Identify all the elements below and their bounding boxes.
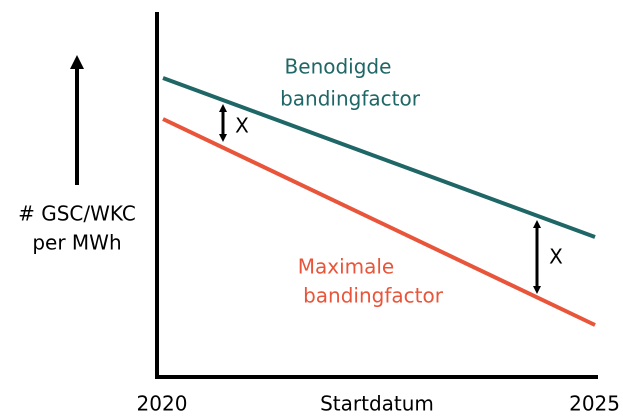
required-line (162, 76, 596, 239)
x-start: 2020 (137, 392, 188, 416)
line-label: Maximale (298, 255, 395, 279)
gap-label: X (235, 114, 249, 138)
line-label: bandingfactor (303, 284, 444, 308)
line-label: Benodigde (285, 55, 392, 79)
gap-label: X (549, 245, 563, 269)
maximum-line (162, 117, 596, 327)
y-label: per MWh (32, 231, 121, 255)
y-label: # GSC/WKC (18, 202, 136, 226)
line-label: bandingfactor (280, 87, 421, 111)
x-label: Startdatum (320, 392, 434, 416)
x-end: 2025 (569, 392, 620, 416)
